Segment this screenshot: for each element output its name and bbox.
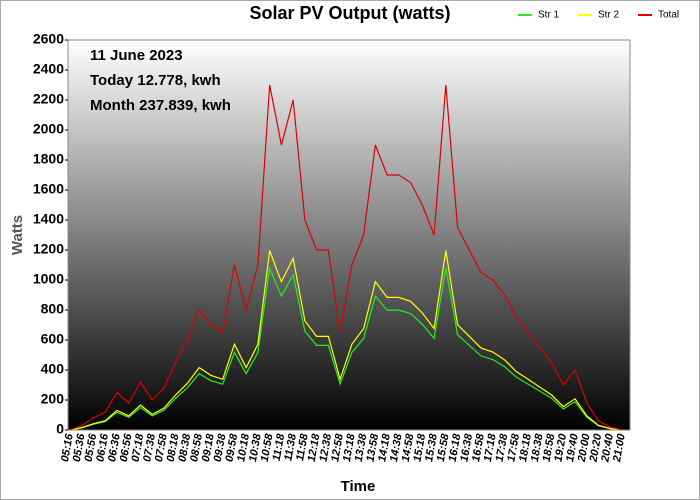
annotation: Month 237.839, kwh <box>90 97 231 114</box>
series-line <box>69 265 623 431</box>
x-tick-label: 13:38 <box>353 432 370 463</box>
x-tick-label: 19:40 <box>564 432 581 463</box>
y-tick-label: 2600 <box>33 31 64 47</box>
y-axis-label: Watts <box>9 215 26 255</box>
y-tick-label: 2200 <box>33 91 64 107</box>
y-tick-label: 1400 <box>33 211 64 227</box>
x-tick-label: 13:58 <box>364 432 381 463</box>
x-axis-label: Time <box>341 478 376 495</box>
x-tick-label: 19:20 <box>552 432 569 463</box>
x-tick-label: 16:58 <box>470 432 487 463</box>
x-tick-label: 21:00 <box>611 432 628 464</box>
x-tick-label: 06:16 <box>94 432 111 463</box>
x-tick-label: 10:18 <box>235 432 252 463</box>
plot-area <box>67 39 631 431</box>
x-tick-label: 05:56 <box>83 432 100 463</box>
x-tick-label: 16:38 <box>458 432 475 463</box>
x-tick-label: 08:38 <box>177 432 194 463</box>
x-tick-label: 08:58 <box>188 432 205 463</box>
chart-title: Solar PV Output (watts) <box>249 3 450 23</box>
y-tick-label: 200 <box>41 391 65 407</box>
x-tick-label: 18:58 <box>541 432 558 463</box>
legend-label: Str 1 <box>538 10 560 21</box>
x-tick-label: 07:38 <box>141 432 158 463</box>
x-tick-label: 05:16 <box>59 432 76 463</box>
annotation: 11 June 2023 <box>90 47 183 64</box>
y-tick-label: 0 <box>56 421 64 437</box>
x-tick-label: 17:58 <box>505 432 522 463</box>
x-tick-label: 14:18 <box>376 432 393 463</box>
y-tick-label: 2400 <box>33 61 64 77</box>
x-tick-label: 14:38 <box>388 432 405 463</box>
x-tick-label: 15:18 <box>411 432 428 463</box>
annotation: Today 12.778, kwh <box>90 72 221 89</box>
x-tick-label: 12:58 <box>329 432 346 463</box>
x-tick-label: 09:38 <box>212 432 229 463</box>
x-tick-label: 12:18 <box>306 432 323 463</box>
y-tick-label: 400 <box>41 361 65 377</box>
x-tick-label: 18:38 <box>529 432 546 463</box>
y-tick-label: 2000 <box>33 121 64 137</box>
x-tick-label: 15:38 <box>423 432 440 463</box>
x-tick-label: 13:18 <box>341 432 358 463</box>
y-tick-label: 1600 <box>33 181 64 197</box>
x-tick-label: 11:18 <box>271 432 288 462</box>
x-tick-label: 20:40 <box>599 432 616 464</box>
x-tick-label: 17:38 <box>494 432 511 463</box>
y-tick-label: 1000 <box>33 271 64 287</box>
x-tick-label: 08:18 <box>165 432 182 463</box>
x-tick-label: 10:58 <box>259 432 276 463</box>
x-tick-label: 16:18 <box>447 432 464 463</box>
x-tick-label: 07:58 <box>153 432 170 463</box>
legend-label: Total <box>658 10 679 21</box>
x-tick-label: 17:18 <box>482 432 499 463</box>
x-tick-label: 10:38 <box>247 432 264 463</box>
legend-label: Str 2 <box>598 10 620 21</box>
x-tick-label: 18:18 <box>517 432 534 463</box>
series-line <box>69 250 623 431</box>
x-tick-label: 12:38 <box>317 432 334 463</box>
x-tick-label: 11:58 <box>294 432 311 462</box>
x-tick-label: 20:20 <box>587 432 604 464</box>
x-tick-label: 14:58 <box>400 432 417 463</box>
x-tick-label: 20:00 <box>576 432 593 464</box>
x-tick-label: 07:18 <box>130 432 147 463</box>
x-tick-label: 06:36 <box>106 432 123 463</box>
x-tick-label: 09:18 <box>200 432 217 463</box>
x-tick-label: 15:58 <box>435 432 452 463</box>
x-tick-label: 06:56 <box>118 432 135 463</box>
x-tick-label: 11:38 <box>282 432 299 462</box>
y-tick-label: 1200 <box>33 241 64 257</box>
y-tick-label: 800 <box>41 301 65 317</box>
y-tick-label: 1800 <box>33 151 64 167</box>
y-tick-label: 600 <box>41 331 65 347</box>
x-tick-label: 05:36 <box>71 432 88 463</box>
x-tick-label: 09:58 <box>224 432 241 463</box>
series-line <box>69 84 623 431</box>
